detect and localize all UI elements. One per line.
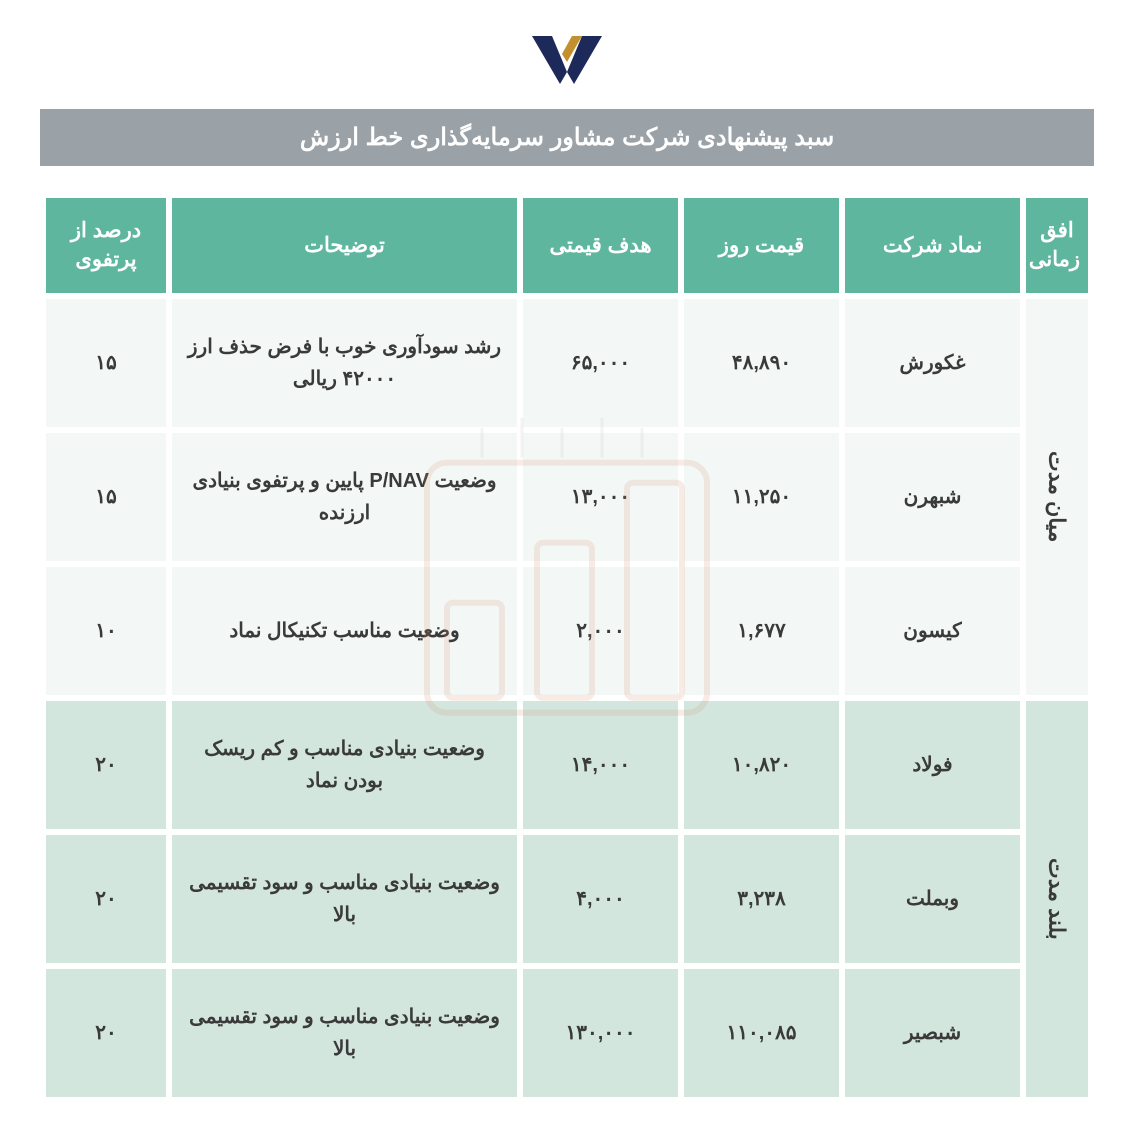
day-price-cell: ۱۱,۲۵۰ [684,433,839,561]
table-row: شبصیر۱۱۰,۰۸۵۱۳۰,۰۰۰وضعیت بنیادی مناسب و … [46,969,1088,1097]
symbol-cell: فولاد [845,701,1020,829]
col-day-price: قیمت روز [684,198,839,293]
day-price-cell: ۱۰,۸۲۰ [684,701,839,829]
day-price-cell: ۱۱۰,۰۸۵ [684,969,839,1097]
symbol-cell: شبهرن [845,433,1020,561]
symbol-cell: وبملت [845,835,1020,963]
pct-cell: ۲۰ [46,701,166,829]
pct-cell: ۱۵ [46,433,166,561]
horizon-cell: بلند مدت [1026,701,1088,1097]
description-cell: وضعیت مناسب تکنیکال نماد [172,567,517,695]
symbol-cell: غکورش [845,299,1020,427]
col-description: توضیحات [172,198,517,293]
symbol-cell: شبصیر [845,969,1020,1097]
day-price-cell: ۴۸,۸۹۰ [684,299,839,427]
horizon-cell: میان مدت [1026,299,1088,695]
col-horizon: افق زمانی [1026,198,1088,293]
col-symbol: نماد شرکت [845,198,1020,293]
target-price-cell: ۴,۰۰۰ [523,835,678,963]
table-row: وبملت۳,۲۳۸۴,۰۰۰وضعیت بنیادی مناسب و سود … [46,835,1088,963]
day-price-cell: ۱,۶۷۷ [684,567,839,695]
portfolio-table: افق زمانی نماد شرکت قیمت روز هدف قیمتی ت… [40,192,1094,1103]
description-cell: وضعیت بنیادی مناسب و سود تقسیمی بالا [172,835,517,963]
table-row: شبهرن۱۱,۲۵۰۱۳,۰۰۰وضعیت P/NAV پایین و پرت… [46,433,1088,561]
pct-cell: ۱۵ [46,299,166,427]
page-title: سبد پیشنهادی شرکت مشاور سرمایه‌گذاری خط … [40,109,1094,166]
description-cell: وضعیت بنیادی مناسب و کم ریسک بودن نماد [172,701,517,829]
target-price-cell: ۱۳,۰۰۰ [523,433,678,561]
col-target-price: هدف قیمتی [523,198,678,293]
day-price-cell: ۳,۲۳۸ [684,835,839,963]
pct-cell: ۲۰ [46,969,166,1097]
target-price-cell: ۶۵,۰۰۰ [523,299,678,427]
description-cell: وضعیت P/NAV پایین و پرتفوی بنیادی ارزنده [172,433,517,561]
table-row: بلند مدتفولاد۱۰,۸۲۰۱۴,۰۰۰وضعیت بنیادی من… [46,701,1088,829]
table-body: میان مدتغکورش۴۸,۸۹۰۶۵,۰۰۰رشد سودآوری خوب… [46,299,1088,1097]
table-row: کیسون۱,۶۷۷۲,۰۰۰وضعیت مناسب تکنیکال نماد۱… [46,567,1088,695]
pct-cell: ۱۰ [46,567,166,695]
description-cell: رشد سودآوری خوب با فرض حذف ارز ۴۲۰۰۰ ریا… [172,299,517,427]
target-price-cell: ۲,۰۰۰ [523,567,678,695]
col-pct: درصد از پرتفوی [46,198,166,293]
table-row: میان مدتغکورش۴۸,۸۹۰۶۵,۰۰۰رشد سودآوری خوب… [46,299,1088,427]
symbol-cell: کیسون [845,567,1020,695]
description-cell: وضعیت بنیادی مناسب و سود تقسیمی بالا [172,969,517,1097]
target-price-cell: ۱۳۰,۰۰۰ [523,969,678,1097]
target-price-cell: ۱۴,۰۰۰ [523,701,678,829]
logo [40,30,1094,95]
pct-cell: ۲۰ [46,835,166,963]
